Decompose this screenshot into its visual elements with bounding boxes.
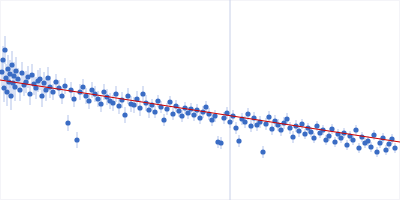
data-point [86, 98, 91, 103]
data-point [125, 93, 130, 98]
data-point [17, 87, 22, 92]
data-point [248, 123, 253, 128]
data-point [19, 70, 24, 75]
data-point [383, 147, 388, 152]
data-point [332, 139, 337, 144]
data-point [377, 140, 382, 145]
data-point [39, 93, 44, 98]
data-point [242, 119, 247, 124]
data-point [368, 144, 373, 149]
data-point [0, 57, 5, 62]
data-point [386, 141, 391, 146]
data-point [110, 100, 115, 105]
data-point [41, 80, 46, 85]
data-point [191, 112, 196, 117]
data-point [27, 91, 32, 96]
data-point [80, 84, 85, 89]
data-point [101, 89, 106, 94]
data-point [74, 137, 79, 142]
data-point [12, 84, 17, 89]
reference-line [230, 0, 231, 200]
data-point [284, 116, 289, 121]
chart [0, 0, 400, 200]
fit-line [0, 80, 400, 142]
data-point [308, 129, 313, 134]
data-point [45, 75, 50, 80]
data-point [53, 79, 58, 84]
plot-area [0, 0, 400, 200]
data-point [236, 138, 241, 143]
data-point [155, 98, 160, 103]
data-point [15, 76, 20, 81]
data-point [278, 127, 283, 132]
data-point [245, 111, 250, 116]
data-point [197, 115, 202, 120]
data-point [95, 96, 100, 101]
data-point [37, 76, 42, 81]
data-point [122, 112, 127, 117]
data-point [287, 125, 292, 130]
data-point [266, 114, 271, 119]
chart-container [0, 0, 400, 200]
data-point [161, 117, 166, 122]
data-point [314, 123, 319, 128]
data-point [59, 93, 64, 98]
data-point [290, 134, 295, 139]
data-point [0, 69, 5, 74]
data-point [299, 121, 304, 126]
data-point [326, 133, 331, 138]
data-point [146, 107, 151, 112]
data-point [164, 106, 169, 111]
data-point [8, 93, 13, 98]
data-point [350, 137, 355, 142]
data-point [344, 142, 349, 147]
data-point [98, 101, 103, 106]
data-point [392, 145, 397, 150]
data-point [356, 145, 361, 150]
data-point [218, 140, 223, 145]
data-point [353, 127, 358, 132]
data-point [170, 111, 175, 116]
data-point [62, 83, 67, 88]
data-point [296, 128, 301, 133]
data-point [233, 125, 238, 130]
data-point [263, 121, 268, 126]
data-point [13, 68, 18, 73]
data-point [29, 72, 34, 77]
data-point [374, 149, 379, 154]
data-point [359, 134, 364, 139]
data-point [5, 66, 10, 71]
data-point [131, 102, 136, 107]
data-point [9, 62, 14, 67]
data-point [137, 105, 142, 110]
data-point [71, 96, 76, 101]
data-point [227, 119, 232, 124]
data-point [140, 91, 145, 96]
data-point [338, 135, 343, 140]
data-point [365, 138, 370, 143]
data-point [65, 120, 70, 125]
data-point [179, 113, 184, 118]
data-point [50, 89, 55, 94]
data-point [221, 115, 226, 120]
data-point [152, 109, 157, 114]
data-point [2, 47, 7, 52]
data-point [203, 104, 208, 109]
data-point [116, 103, 121, 108]
data-point [269, 126, 274, 131]
data-point [302, 131, 307, 136]
plot-frame [1, 1, 400, 200]
data-point [311, 135, 316, 140]
data-point [4, 89, 9, 94]
data-point [113, 91, 118, 96]
data-point [371, 132, 376, 137]
data-point [176, 108, 181, 113]
data-point [260, 149, 265, 154]
data-point [167, 99, 172, 104]
